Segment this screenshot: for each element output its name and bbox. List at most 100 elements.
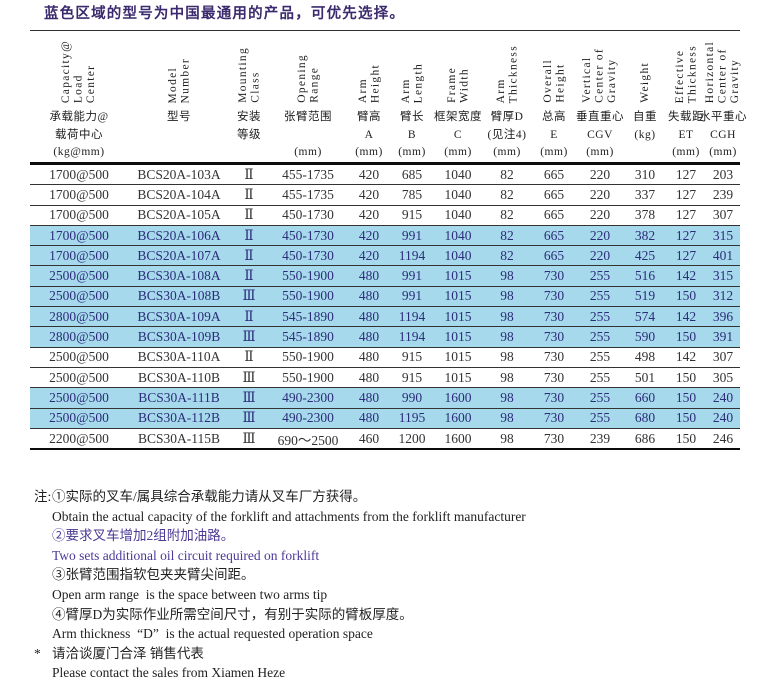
cell-1: BCS20A-104A (137, 186, 221, 202)
cell-9: 220 (589, 186, 611, 202)
column-header-en: Frame Width (445, 67, 471, 103)
note-line: Please contact the sales from Xiamen Hez… (34, 663, 526, 683)
note-text: ①实际的叉车/属具综合承载能力请从叉车厂方获得。 (52, 489, 367, 504)
cell-2: Ⅲ (242, 329, 256, 345)
cell-11: 127 (675, 207, 697, 223)
cell-3: 550-1900 (282, 369, 334, 385)
column-header-en: Horizontal Center of Gravity (704, 40, 742, 103)
cell-3: 450-1730 (282, 207, 334, 223)
cell-12: 246 (712, 430, 734, 446)
cell-6: 1015 (444, 369, 472, 385)
cell-7: 82 (500, 166, 514, 182)
table-row-5: 2500@500 BCS30A-108A Ⅱ 550-1900 480 991 1015 98… (30, 265, 740, 286)
column-header-cn-line: C (453, 128, 463, 141)
note-text: Two sets additional oil circuit required… (52, 547, 320, 563)
cell-11: 150 (675, 430, 697, 446)
cell-0: 2500@500 (49, 389, 109, 405)
column-header-cn-line: (kg@mm) (53, 146, 105, 158)
column-header-cn-line: (mm) (294, 146, 322, 158)
cell-11: 150 (675, 410, 697, 426)
cell-8: 730 (543, 389, 565, 405)
column-header-cn-line: CGH (710, 128, 736, 141)
column-header-cn-line: 臂厚D (490, 111, 524, 123)
cell-11: 142 (675, 308, 697, 324)
cell-3: 545-1890 (282, 329, 334, 345)
note-line: Arm thickness “D” is the actual requeste… (34, 624, 526, 644)
cell-4: 420 (358, 186, 380, 202)
cell-4: 420 (358, 247, 380, 263)
cell-6: 1015 (444, 349, 472, 365)
column-header-cn: 总高 E (mm) (532, 109, 576, 162)
column-header-cn-line: 张臂范围 (284, 111, 332, 123)
cell-11: 127 (675, 186, 697, 202)
cell-6: 1015 (444, 308, 472, 324)
cell-0: 2500@500 (49, 369, 109, 385)
cell-7: 98 (500, 288, 514, 304)
column-header-en: Arm Thickness (494, 44, 520, 103)
column-header-en: Arm Height (356, 63, 382, 103)
cell-1: BCS20A-106A (137, 227, 221, 243)
column-header-en: Overall Height (541, 59, 567, 103)
cell-8: 665 (543, 227, 565, 243)
column-header-cn-line: (mm) (398, 146, 426, 158)
cell-12: 315 (712, 227, 734, 243)
column-header-10: Weight 自重 (kg) (624, 31, 666, 162)
note-text: ④臂厚D为实际作业所需空间尺寸，有别于实际的臂板厚度。 (52, 606, 413, 622)
cell-5: 915 (401, 369, 423, 385)
cell-3: 550-1900 (282, 349, 334, 365)
note-text: Open arm range is the space between two … (52, 586, 328, 602)
cell-12: 391 (712, 329, 734, 345)
cell-0: 2500@500 (49, 410, 109, 426)
cell-7: 98 (500, 410, 514, 426)
column-header-cn-line (128, 144, 230, 162)
cell-11: 150 (675, 369, 697, 385)
cell-4: 480 (358, 329, 380, 345)
cell-2: Ⅱ (244, 268, 254, 284)
cell-10: 680 (634, 410, 656, 426)
cell-4: 480 (358, 410, 380, 426)
column-header-cn-line: 安装 (237, 111, 261, 123)
table-row-12: 2500@500 BCS30A-112B Ⅲ 490-2300 480 1195 1600 9… (30, 407, 740, 428)
note-marker: * (34, 645, 41, 661)
column-header-cn: 承载能力@ 载荷中心 (kg@mm) (30, 109, 128, 162)
cell-1: BCS30A-108A (137, 268, 221, 284)
column-header-11: Effective Thickness 失载距 ET (mm) (666, 31, 706, 162)
cell-2: Ⅱ (244, 227, 254, 243)
cell-9: 255 (589, 329, 611, 345)
cell-12: 315 (712, 268, 734, 284)
column-header-en: Effective Thickness (673, 44, 699, 103)
note-text: ③张臂范围指软包夹夹臂尖间距。 (52, 567, 255, 583)
cell-10: 378 (634, 207, 656, 223)
column-header-cn: 安装 等级 (230, 109, 268, 162)
cell-4: 420 (358, 207, 380, 223)
cell-1: BCS20A-107A (137, 247, 221, 263)
cell-2: Ⅲ (242, 369, 256, 385)
table-row-6: 2500@500 BCS30A-108B Ⅲ 550-1900 480 991 1015 98… (30, 285, 740, 307)
cell-0: 1700@500 (49, 166, 109, 182)
cell-5: 915 (401, 349, 423, 365)
cell-7: 98 (500, 349, 514, 365)
column-header-cn-line: 型号 (167, 111, 191, 123)
cell-1: BCS30A-115B (137, 430, 220, 446)
cell-7: 98 (500, 389, 514, 405)
column-header-cn-line: 自重 (633, 111, 657, 123)
cell-3: 690～2500 (277, 432, 339, 448)
column-header-0: Capacity@ Load Center 承载能力@ 载荷中心 (kg@mm) (30, 31, 128, 162)
column-header-cn-line (128, 127, 230, 145)
cell-4: 460 (358, 430, 380, 446)
table-row-3: 1700@500 BCS20A-106A Ⅱ 450-1730 420 991 1040 82… (30, 224, 740, 246)
cell-3: 545-1890 (282, 308, 334, 324)
cell-4: 480 (358, 268, 380, 284)
cell-1: BCS30A-109B (137, 329, 221, 345)
cell-8: 730 (543, 288, 565, 304)
table-header-row: Capacity@ Load Center 承载能力@ 载荷中心 (kg@mm) Model… (30, 30, 747, 165)
cell-5: 991 (401, 268, 423, 284)
cell-7: 98 (500, 430, 514, 446)
table-body: 1700@500 BCS20A-103A Ⅱ 455-1735 420 685 1040 82… (30, 165, 740, 451)
cell-9: 255 (589, 389, 611, 405)
cell-1: BCS30A-109A (137, 308, 221, 324)
cell-7: 82 (500, 207, 514, 223)
column-header-cn-line (624, 144, 666, 162)
column-header-cn: 张臂范围 (mm) (268, 109, 348, 162)
